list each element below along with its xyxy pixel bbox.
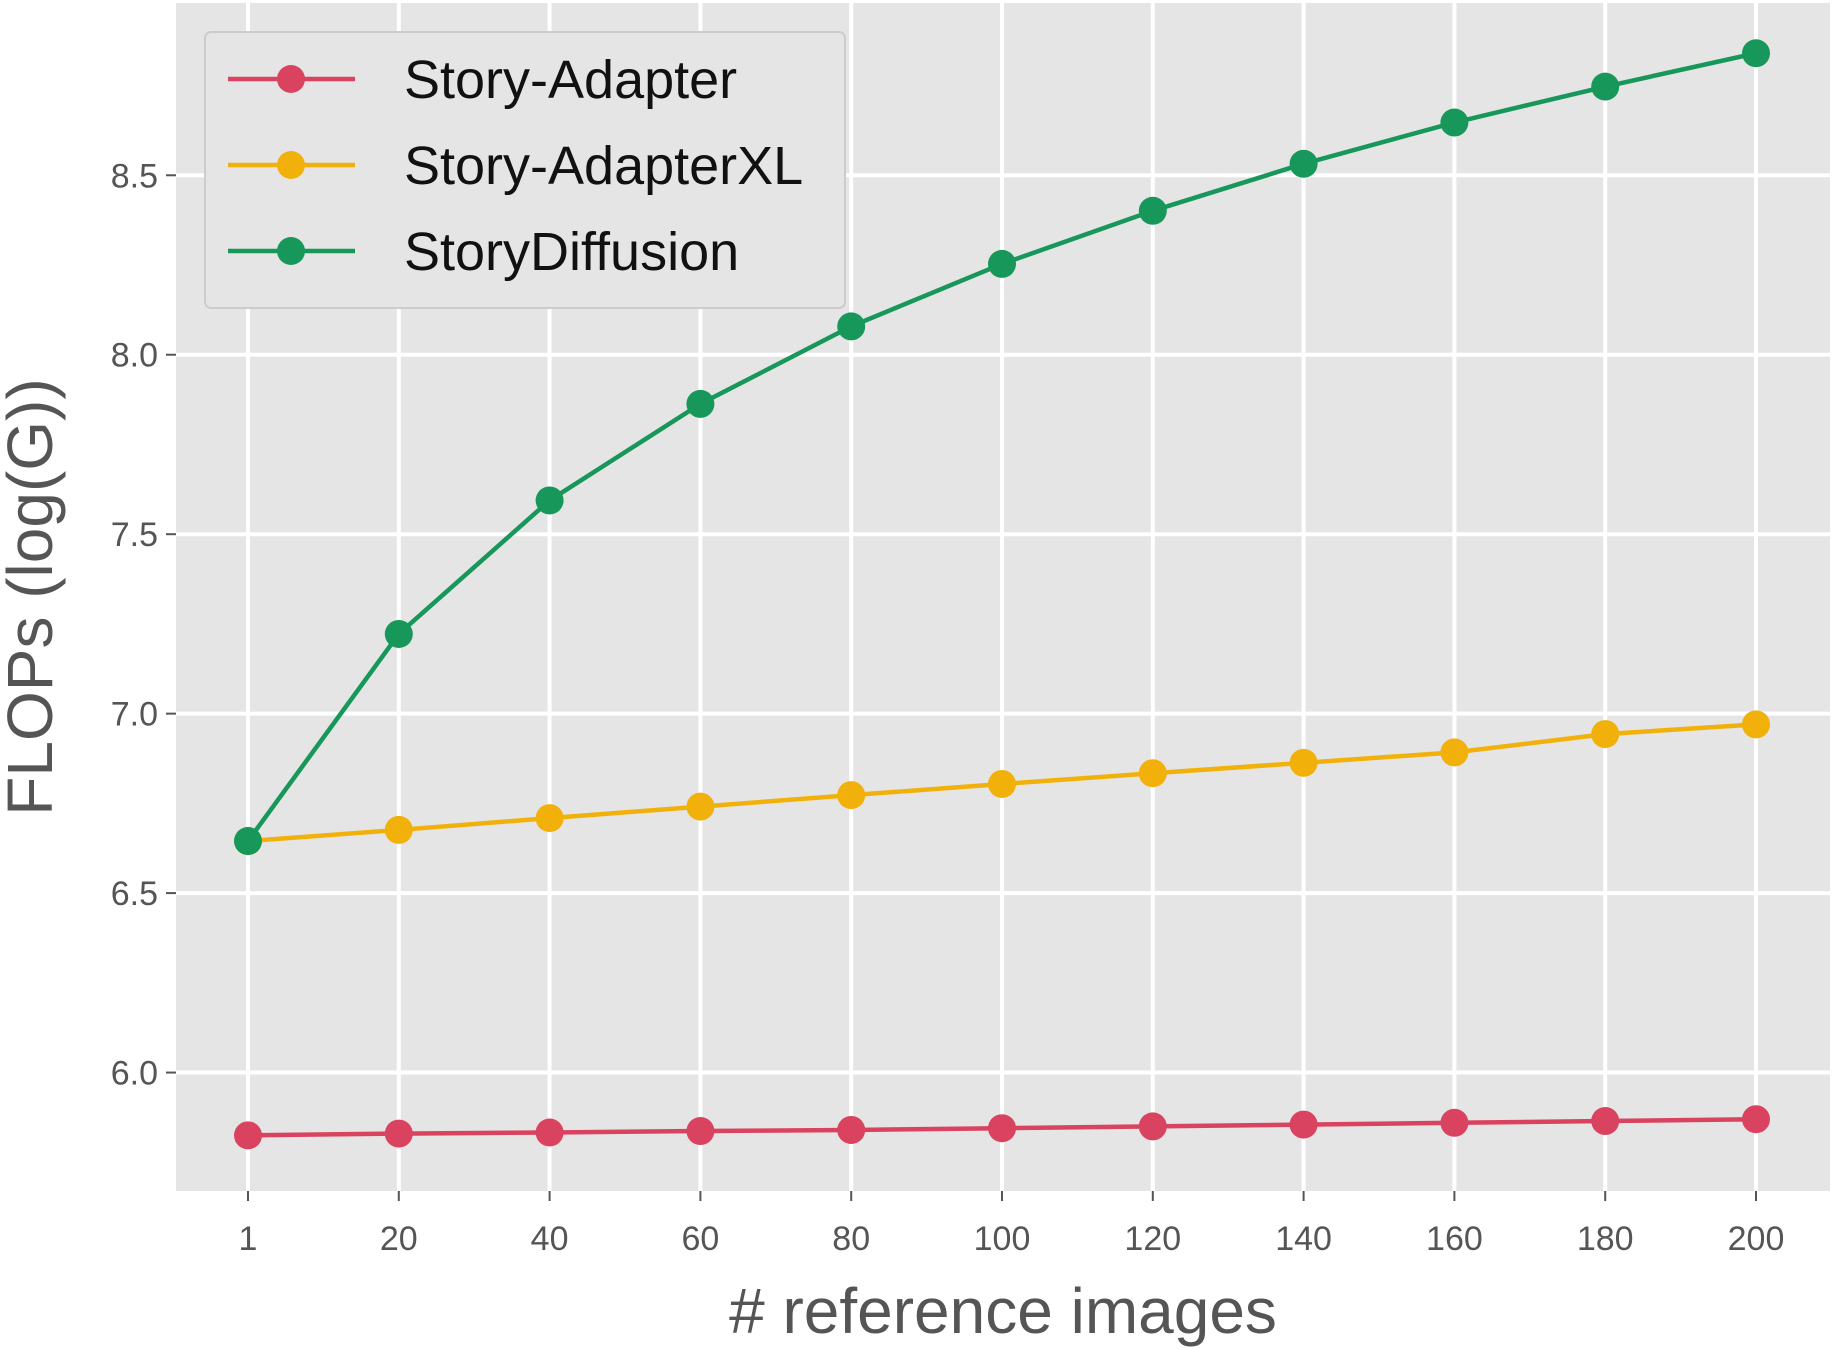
data-point	[686, 1117, 715, 1146]
series-group	[234, 39, 1770, 1150]
data-point	[1591, 72, 1620, 101]
legend-label: StoryDiffusion	[404, 222, 739, 282]
x-tick-label: 120	[1124, 1220, 1181, 1258]
data-point	[1742, 710, 1770, 739]
data-point	[837, 781, 866, 810]
data-point	[988, 1114, 1016, 1143]
y-axis-label: FLOPs (log(G))	[0, 378, 66, 815]
x-tick-labels: 1 20 40 60 80 100 120 140 160 180 200	[239, 1191, 1785, 1258]
y-tick-label: 8.5	[111, 157, 158, 195]
data-point	[837, 312, 866, 341]
data-point	[1289, 149, 1318, 178]
data-point	[1440, 1108, 1469, 1137]
data-point	[234, 1121, 262, 1150]
x-tick-label: 160	[1426, 1220, 1483, 1258]
x-tick-label: 60	[681, 1220, 719, 1258]
data-point	[384, 619, 413, 648]
y-tick-label: 8.0	[111, 337, 158, 375]
x-tick-label: 80	[832, 1220, 870, 1258]
x-tick-label: 140	[1275, 1220, 1332, 1258]
data-point	[988, 249, 1016, 278]
y-tick-label: 7.5	[111, 516, 158, 554]
data-point	[1742, 1105, 1770, 1134]
x-tick-label: 1	[239, 1220, 258, 1258]
legend-label: Story-AdapterXL	[404, 136, 803, 196]
x-tick-label: 180	[1577, 1220, 1634, 1258]
y-tick-label: 7.0	[111, 696, 158, 734]
x-tick-label: 20	[380, 1220, 418, 1258]
data-point	[1591, 720, 1620, 749]
legend-swatch-marker	[277, 151, 305, 179]
legend-label: Story-Adapter	[404, 50, 737, 110]
y-tick-label: 6.0	[111, 1055, 158, 1093]
data-point	[234, 827, 262, 856]
data-point	[535, 1118, 564, 1147]
data-point	[1742, 39, 1770, 68]
series-story-adapter	[234, 1105, 1770, 1150]
legend: Story-Adapter Story-AdapterXL StoryDiffusi…	[204, 31, 846, 309]
data-point	[1440, 738, 1469, 767]
legend-swatch-marker	[277, 237, 305, 265]
data-point	[686, 792, 715, 821]
data-point	[837, 1115, 866, 1144]
series-story-adapterxl	[234, 710, 1770, 856]
data-point	[384, 815, 413, 844]
legend-box	[204, 31, 846, 309]
y-tick-label: 6.5	[111, 875, 158, 913]
data-point	[535, 804, 564, 833]
data-point	[988, 769, 1016, 798]
data-point	[384, 1119, 413, 1148]
data-point	[535, 486, 564, 515]
legend-item: Story-Adapter	[228, 50, 737, 110]
data-point	[1138, 196, 1167, 225]
data-point	[1289, 1110, 1318, 1139]
x-tick-label: 40	[531, 1220, 569, 1258]
legend-swatch-marker	[277, 65, 305, 93]
data-point	[1591, 1107, 1620, 1136]
data-point	[1289, 748, 1318, 777]
data-point	[686, 389, 715, 418]
x-tick-label: 100	[974, 1220, 1031, 1258]
x-tick-label: 200	[1728, 1220, 1785, 1258]
y-tick-labels: 6.0 6.5 7.0 7.5 8.0 8.5	[111, 157, 176, 1093]
data-point	[1138, 759, 1167, 788]
x-axis-label: # reference images	[729, 1275, 1277, 1347]
legend-item: Story-AdapterXL	[228, 136, 803, 196]
series-storydiffusion	[234, 39, 1770, 856]
legend-item: StoryDiffusion	[228, 222, 739, 282]
data-point	[1138, 1112, 1167, 1141]
data-point	[1440, 108, 1469, 137]
